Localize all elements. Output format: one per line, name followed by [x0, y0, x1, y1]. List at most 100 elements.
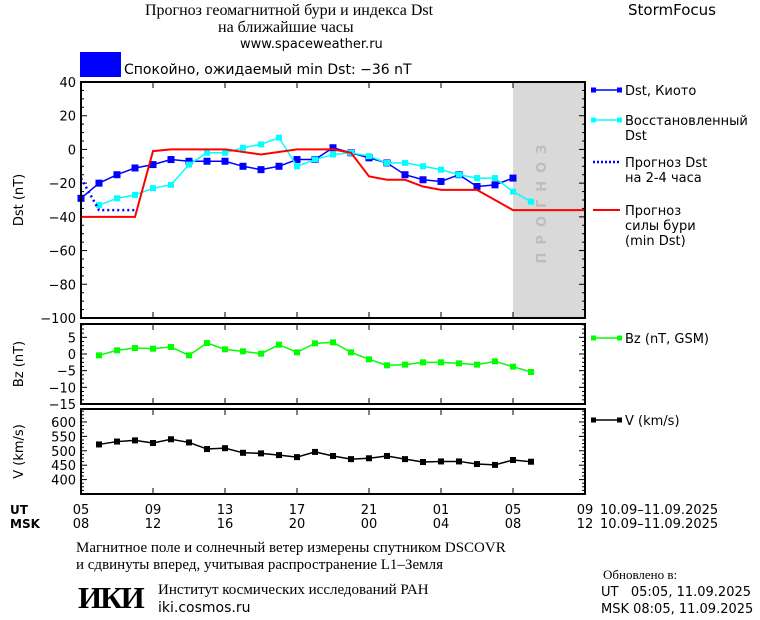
legend-marker — [617, 335, 622, 341]
data-point — [258, 350, 264, 357]
legend-label: Прогноз Dst — [625, 156, 707, 171]
institute-name: Институт космических исследований РАН — [158, 582, 429, 598]
data-point — [438, 458, 444, 465]
data-point — [492, 358, 498, 365]
panel-1: 5 0 −5−10 −15 Bz (nT) Bz (nT, GSM) — [12, 323, 709, 413]
legend-marker — [591, 117, 596, 123]
data-point — [420, 459, 426, 466]
data-point — [510, 188, 516, 195]
data-point — [276, 341, 282, 348]
y-axis-label: Dst (nT) — [12, 174, 27, 226]
plot-frame — [80, 408, 586, 495]
data-point — [258, 450, 264, 457]
status-color-swatch — [80, 52, 121, 77]
data-point — [419, 176, 427, 184]
data-point — [438, 166, 444, 173]
legend-marker — [617, 417, 622, 423]
data-point — [491, 181, 499, 189]
data-point — [312, 156, 318, 163]
msk-tick-label: 00 — [361, 517, 378, 532]
data-point — [401, 171, 409, 179]
forecast-zone — [513, 82, 585, 318]
data-point — [402, 456, 408, 463]
data-point — [168, 344, 174, 350]
data-point — [528, 369, 534, 375]
y-tick-label: 20 — [59, 110, 76, 125]
data-point — [402, 361, 408, 368]
y-tick-label: −5 — [57, 365, 76, 380]
msk-tick-label: 16 — [217, 517, 234, 532]
data-point — [204, 446, 210, 453]
data-point — [96, 202, 102, 209]
data-point — [204, 149, 210, 156]
data-point — [366, 153, 372, 160]
legend-label: на 2-4 часа — [625, 171, 702, 186]
y-tick-label: 5 — [68, 331, 76, 346]
data-point — [257, 166, 265, 174]
data-point — [95, 179, 103, 187]
msk-date-range: 10.09–11.09.2025 — [600, 517, 719, 532]
legend-marker — [591, 335, 596, 341]
legend-label: Bz (nT, GSM) — [625, 332, 709, 347]
data-point — [132, 191, 138, 198]
data-point — [222, 346, 228, 353]
data-point — [221, 157, 229, 165]
data-point — [456, 360, 462, 367]
series-line — [81, 148, 585, 218]
data-point — [276, 452, 282, 459]
data-point — [330, 339, 336, 346]
data-point — [222, 445, 228, 452]
data-point — [150, 185, 156, 192]
data-point — [456, 458, 462, 465]
data-point — [258, 141, 264, 148]
y-axis-label: V (km/s) — [12, 424, 27, 479]
note-line1: Магнитное поле и солнечный ветер измерен… — [76, 540, 506, 556]
data-point — [384, 362, 390, 369]
data-point — [456, 171, 462, 178]
data-point — [240, 449, 246, 456]
y-tick-label: −60 — [49, 245, 76, 260]
y-tick-label: −100 — [40, 312, 76, 327]
ut-tick-label: 01 — [433, 503, 450, 518]
data-point — [474, 175, 480, 182]
updated-msk: MSK 08:05, 11.09.2025 — [601, 602, 754, 617]
data-point — [96, 352, 102, 359]
data-point — [294, 349, 300, 356]
forecast-zone-label: ПРОГНОЗ — [535, 137, 550, 264]
data-point — [204, 340, 210, 346]
data-point — [528, 198, 534, 205]
website-link[interactable]: www.spaceweather.ru — [240, 37, 383, 52]
y-tick-label: 550 — [51, 430, 76, 445]
data-point — [510, 363, 516, 370]
ut-tick-label: 09 — [145, 503, 162, 518]
legend-label: силы бури — [625, 219, 696, 234]
data-point — [348, 349, 354, 356]
y-tick-label: −20 — [49, 177, 76, 192]
data-point — [150, 440, 156, 446]
legend-label: Прогноз — [625, 204, 681, 219]
data-point — [168, 181, 174, 188]
data-point — [239, 162, 247, 170]
data-point — [149, 161, 157, 169]
title-line1: Прогноз геомагнитной бури и индекса Dst — [145, 2, 434, 19]
ut-axis-label: UT — [10, 503, 28, 517]
data-point — [473, 183, 481, 191]
data-point — [474, 461, 480, 468]
institute-link[interactable]: iki.cosmos.ru — [158, 600, 251, 616]
data-point — [150, 345, 156, 352]
data-point — [312, 448, 318, 455]
y-tick-label: −80 — [49, 278, 76, 293]
msk-tick-label: 08 — [73, 517, 90, 532]
data-point — [437, 177, 445, 185]
data-point — [294, 163, 300, 170]
data-point — [510, 457, 516, 463]
status-text: Спокойно, ожидаемый min Dst: −36 nT — [124, 62, 412, 78]
data-point — [113, 171, 121, 179]
ut-date-range: 10.09–11.09.2025 — [600, 503, 719, 518]
legend-label: Dst — [625, 129, 647, 144]
series-line — [79, 177, 135, 212]
msk-tick-label: 20 — [289, 517, 306, 532]
y-tick-label: 40 — [59, 76, 76, 91]
legend-marker — [617, 117, 622, 123]
